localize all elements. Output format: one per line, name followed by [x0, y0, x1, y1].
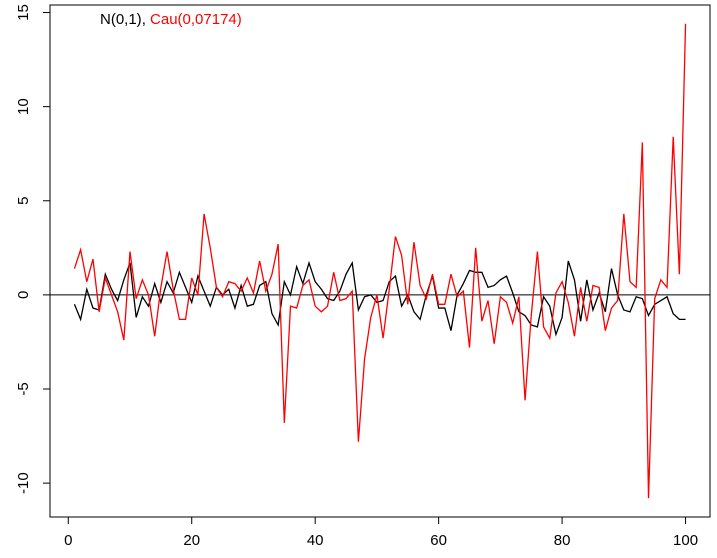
- y-tick-label: -10: [15, 472, 32, 494]
- y-tick-label: 5: [15, 197, 32, 205]
- y-tick-label: 0: [15, 291, 32, 299]
- legend-separator: ,: [142, 11, 150, 28]
- legend-entry: N(0,1): [100, 11, 142, 28]
- series-line: [73, 260, 686, 337]
- x-tick-label: 40: [307, 532, 324, 549]
- x-tick-label: 100: [673, 532, 698, 549]
- x-tick-label: 20: [183, 532, 200, 549]
- plot-box: [49, 4, 711, 518]
- x-tick-label: 60: [430, 532, 447, 549]
- x-tick-label: 80: [554, 532, 571, 549]
- series-line: [73, 23, 687, 499]
- y-tick-label: -5: [15, 382, 32, 395]
- y-tick-label: 10: [15, 98, 32, 115]
- legend: N(0,1), Cau(0,07174): [100, 11, 242, 28]
- y-tick-label: 15: [15, 4, 32, 21]
- x-tick-label: 0: [64, 532, 72, 549]
- legend-entry: Cau(0,07174): [150, 11, 242, 28]
